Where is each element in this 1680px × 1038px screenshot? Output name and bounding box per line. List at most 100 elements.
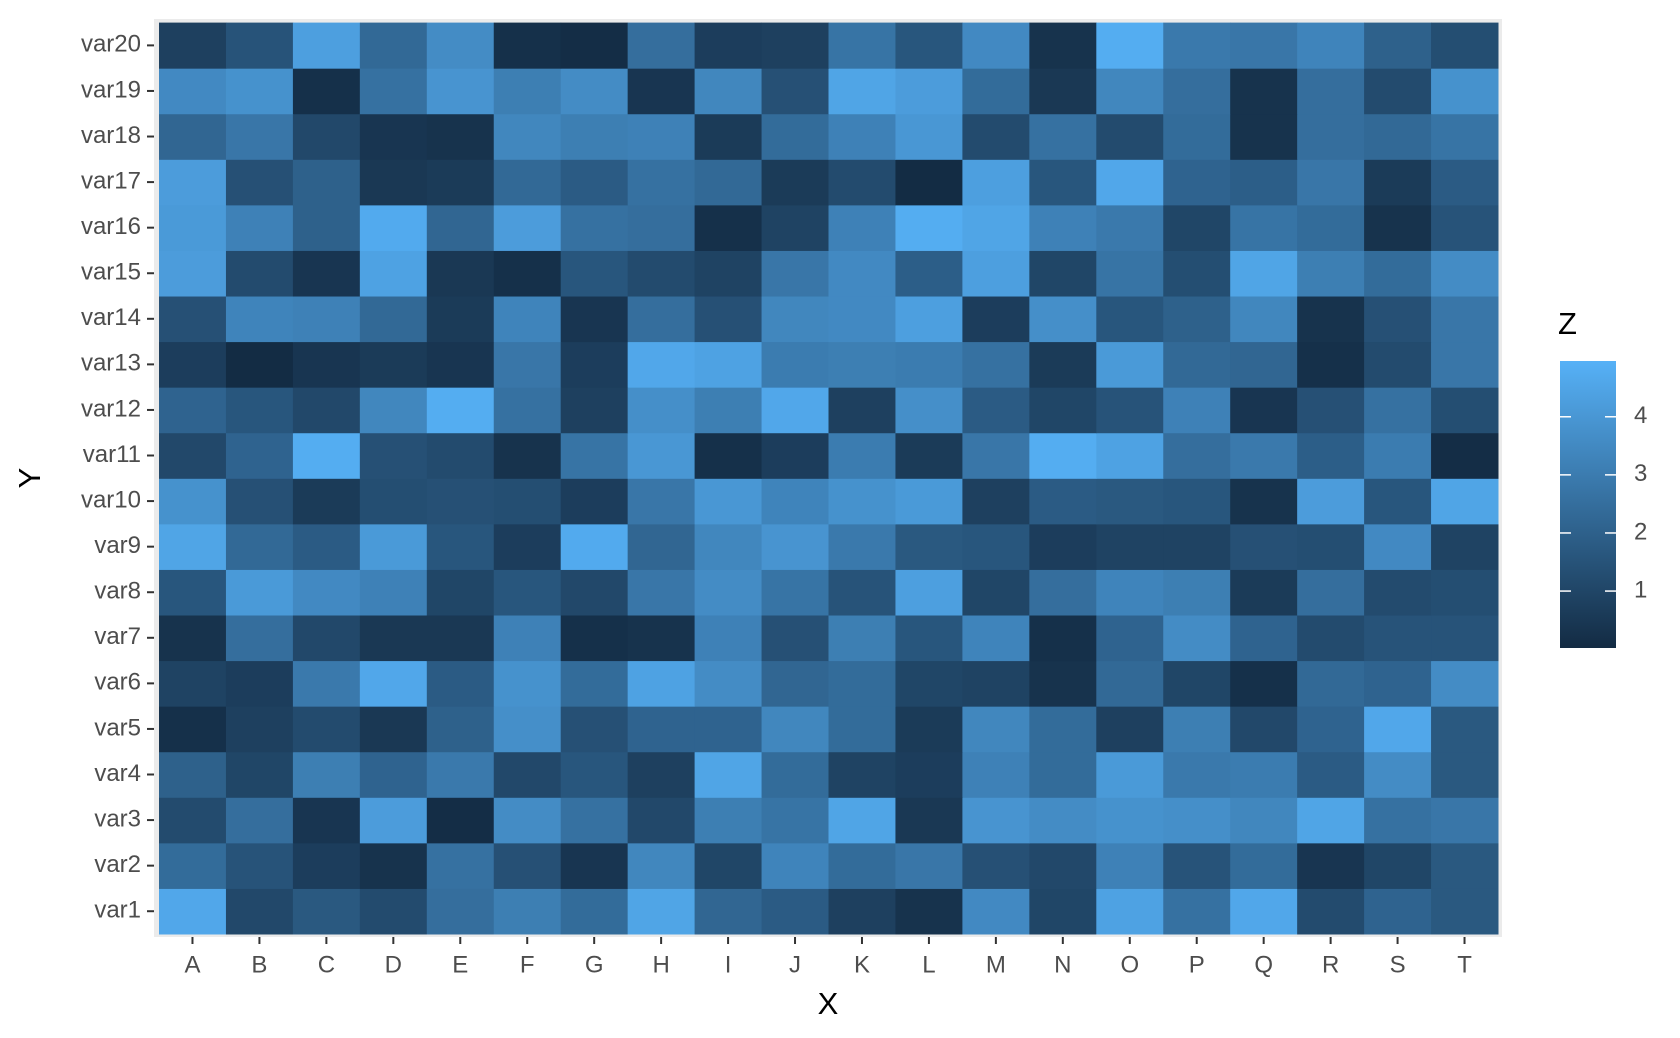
legend-title: Z	[1558, 306, 1577, 341]
heatmap-cell	[1364, 660, 1432, 707]
heatmap-cell	[761, 615, 829, 662]
y-tick-label: var7	[94, 623, 141, 650]
heatmap-cell	[828, 22, 896, 69]
heatmap-cell	[225, 250, 294, 297]
heatmap-cell	[1230, 842, 1298, 889]
heatmap-cell	[962, 204, 1030, 251]
heatmap-cell	[225, 478, 294, 525]
y-tick-label: var16	[81, 213, 141, 240]
heatmap-cell	[962, 660, 1030, 707]
heatmap-cell	[225, 523, 294, 570]
heatmap-cell	[1364, 523, 1432, 570]
heatmap-cell	[761, 706, 829, 753]
heatmap-cell	[1431, 159, 1499, 206]
heatmap-cell	[1096, 387, 1164, 434]
y-tick-label: var17	[81, 167, 141, 194]
heatmap-cell	[962, 523, 1030, 570]
heatmap-cell	[1029, 569, 1097, 616]
heatmap-cell	[426, 68, 495, 115]
heatmap-cell	[560, 432, 629, 479]
heatmap-cell	[761, 478, 829, 525]
heatmap-cell	[493, 341, 562, 388]
heatmap-cell	[1230, 706, 1298, 753]
heatmap-cell	[225, 204, 294, 251]
heatmap-cell	[828, 888, 896, 935]
heatmap-cell	[1364, 387, 1432, 434]
heatmap-cell	[1163, 569, 1231, 616]
heatmap-cell	[895, 569, 963, 616]
heatmap-cell	[828, 842, 896, 889]
heatmap-cell	[1431, 569, 1499, 616]
heatmap-cell	[1431, 432, 1499, 479]
heatmap-cell	[694, 478, 763, 525]
heatmap-cell	[627, 341, 696, 388]
heatmap-cell	[159, 615, 227, 662]
heatmap-cell	[1096, 706, 1164, 753]
heatmap-cell	[761, 387, 829, 434]
heatmap-cell	[426, 22, 495, 69]
heatmap-cell	[1029, 523, 1097, 570]
heatmap-cell	[1029, 159, 1097, 206]
heatmap-cell	[1163, 842, 1231, 889]
heatmap-cell	[1096, 569, 1164, 616]
heatmap-cell	[493, 751, 562, 798]
y-tick-label: var12	[81, 395, 141, 422]
y-tick-label: var10	[81, 486, 141, 513]
heatmap-cell	[761, 250, 829, 297]
heatmap-cell	[1297, 569, 1365, 616]
heatmap-cell	[1431, 113, 1499, 160]
heatmap-cell	[761, 113, 829, 160]
heatmap-cell	[694, 751, 763, 798]
heatmap-cell	[1297, 842, 1365, 889]
heatmap-cell	[359, 523, 428, 570]
heatmap-cell	[493, 113, 562, 160]
heatmap-cell	[761, 341, 829, 388]
heatmap-cell	[1364, 296, 1432, 343]
heatmap-cell	[1297, 387, 1365, 434]
heatmap-cell	[895, 615, 963, 662]
heatmap-cell	[426, 751, 495, 798]
heatmap-cell	[1431, 341, 1499, 388]
heatmap-cell	[359, 432, 428, 479]
heatmap-cell	[359, 615, 428, 662]
heatmap-cell	[828, 387, 896, 434]
y-tick-label: var13	[81, 350, 141, 377]
heatmap-cell	[895, 478, 963, 525]
heatmap-cell	[1096, 296, 1164, 343]
heatmap-cell	[1431, 706, 1499, 753]
heatmap-cell	[694, 296, 763, 343]
heatmap-cell	[1364, 204, 1432, 251]
heatmap-cell	[1096, 432, 1164, 479]
heatmap-cell	[627, 204, 696, 251]
heatmap-cell	[761, 797, 829, 844]
heatmap-cell	[159, 159, 227, 206]
heatmap-cell	[1230, 523, 1298, 570]
heatmap-cell	[1297, 250, 1365, 297]
heatmap-cell	[1029, 68, 1097, 115]
heatmap-cell	[359, 888, 428, 935]
heatmap-cell	[159, 296, 227, 343]
heatmap-cell	[1163, 22, 1231, 69]
heatmap-cell	[560, 22, 629, 69]
heatmap-cell	[292, 797, 361, 844]
heatmap-cell	[1163, 68, 1231, 115]
heatmap-cell	[1029, 615, 1097, 662]
heatmap-cell	[895, 159, 963, 206]
heatmap-cell	[1029, 660, 1097, 707]
heatmap-cell	[895, 296, 963, 343]
heatmap-cell	[1431, 296, 1499, 343]
heatmap-cell	[1029, 341, 1097, 388]
heatmap-cell	[493, 250, 562, 297]
heatmap-cell	[828, 296, 896, 343]
heatmap-cell	[560, 615, 629, 662]
heatmap-cell	[1230, 387, 1298, 434]
x-tick-label: O	[1120, 951, 1139, 978]
heatmap-cell	[426, 432, 495, 479]
heatmap-cell	[761, 660, 829, 707]
heatmap-cell	[1163, 432, 1231, 479]
heatmap-cell	[426, 159, 495, 206]
heatmap-cell	[560, 888, 629, 935]
heatmap-cell	[1230, 159, 1298, 206]
x-tick-label: T	[1457, 951, 1472, 978]
